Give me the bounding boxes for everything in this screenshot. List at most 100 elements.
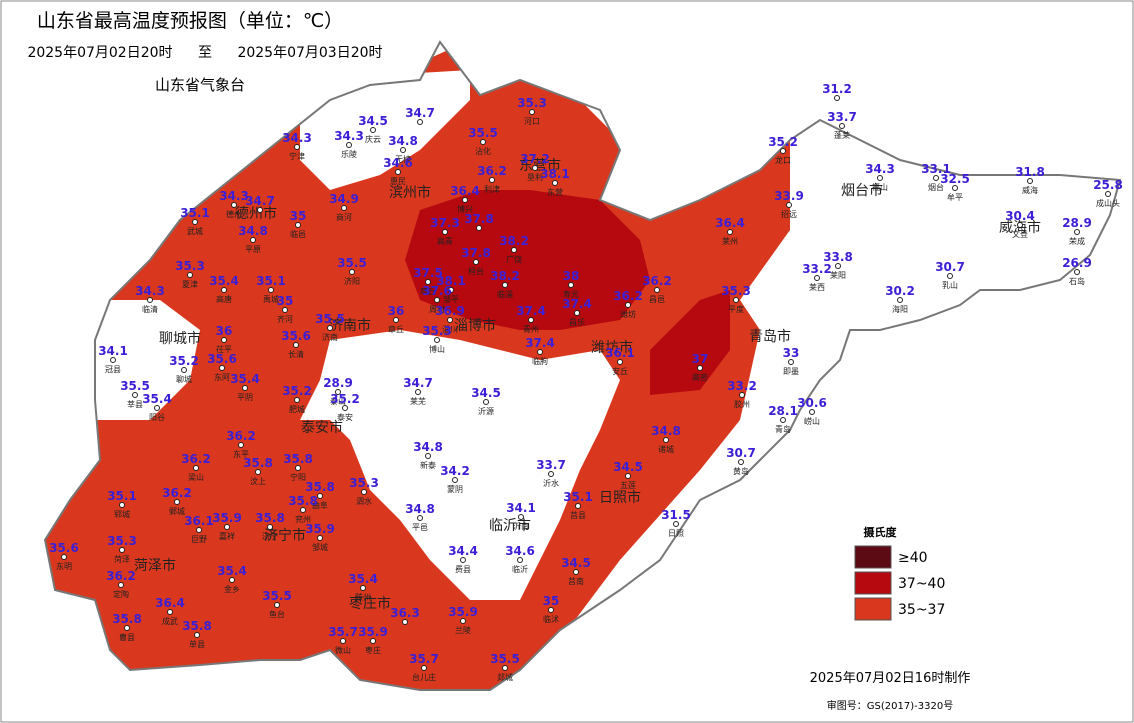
station-value: 35.8 [305,480,335,494]
station-dot [788,359,794,365]
approval-no: 审图号：GS(2017)-3320号 [827,699,953,712]
station-value: 35.8 [243,456,273,470]
station-name: 微山 [335,645,351,655]
made-time: 2025年07月02日16时制作 [810,671,971,686]
station-dot [476,225,482,231]
station-dot [780,148,786,154]
station-name: 莒县 [570,510,586,520]
station-name: 东平 [233,449,249,459]
station-name: 单县 [189,639,205,649]
station-name: 利津 [484,184,500,194]
station-value: 34.5 [358,114,388,128]
station-value: 35.8 [182,619,212,633]
station-name: 淄川 [442,324,458,334]
station-value: 30.4 [1005,209,1035,223]
station-dot [167,609,173,615]
station-value: 34.3 [282,131,312,145]
station-value: 34.8 [238,224,268,238]
station-value: 34.3 [219,189,249,203]
station-name: 乳山 [942,280,958,290]
station-name: 德州 [226,209,242,219]
station-value: 34.8 [388,134,418,148]
station-name: 曲阜 [312,500,328,510]
station-value: 35.1 [256,274,286,288]
station-dot [947,273,953,279]
station-value: 34.6 [383,156,413,170]
station-value: 36.4 [155,596,185,610]
agency: 山东省气象台 [155,76,245,94]
station-dot [360,585,366,591]
station-name: 济南 [322,332,338,342]
station-dot [415,389,421,395]
station-dot [346,142,352,148]
station-name: 商河 [336,212,352,222]
station-name: 泗水 [356,496,372,506]
station-name: 梁山 [188,472,204,482]
station-value: 33.7 [536,458,566,472]
station-value: 34.4 [448,544,478,558]
station-name: 宁津 [289,151,305,161]
station-name: 青岛 [775,424,791,434]
station-name: 惠民 [390,176,406,186]
station-dot [192,219,198,225]
station-name: 平邑 [412,523,428,532]
station-dot [317,535,323,541]
station-name: 武城 [187,226,203,236]
station-value: 38.1 [436,274,466,288]
station-value: 36.9 [435,304,465,318]
station-name: 夏津 [182,279,198,289]
station-value: 35.2 [768,135,798,149]
station-value: 35.6 [281,329,311,343]
station-value: 35.2 [169,354,199,368]
station-name: 郯城 [497,672,513,682]
station-name: 冠县 [105,365,121,374]
station-value: 35.3 [349,476,379,490]
station-dot [502,665,508,671]
station-name: 鄄城 [169,507,185,516]
station-value: 30.6 [797,396,827,410]
station-dot [400,147,406,153]
station-name: 博山 [429,344,445,354]
station-value: 37.4 [562,297,592,311]
station-value: 35.5 [490,652,520,666]
station-value: 33.7 [827,110,857,124]
station-value: 35.3 [517,96,547,110]
station-dot [242,385,248,391]
station-dot [267,524,273,530]
station-value: 33.1 [921,162,951,176]
station-dot [293,342,299,348]
station-name: 高青 [437,236,453,246]
station-name: 禹城 [263,295,279,304]
station-value: 34.7 [245,194,275,208]
station-dot [118,582,124,588]
temperature-areas [45,42,790,690]
station-dot [294,144,300,150]
city-name: 济南市 [329,317,371,334]
station-dot [897,297,903,303]
station-name: 乐陵 [341,149,357,159]
station-dot [1017,222,1023,228]
station-dot [697,365,703,371]
station-dot [196,527,202,533]
station-name: 五莲 [620,480,636,490]
station-name: 荣成 [1069,236,1085,246]
station-value: 34.2 [440,464,470,478]
station-name: 东明 [56,561,72,571]
station-dot [370,127,376,133]
station-name: 昌邑 [649,295,665,304]
station-dot [341,205,347,211]
station-value: 34.8 [413,440,443,454]
station-name: 金乡 [224,584,240,594]
station-name: 牟平 [947,192,963,202]
station-name: 沂南 [513,521,529,531]
station-dot [473,259,479,265]
city-name: 菏泽市 [134,557,176,574]
station-name: 曹县 [119,632,135,642]
station-name: 福山 [872,182,888,192]
station-name: 崂山 [804,416,820,426]
station-name: 高密 [692,372,708,382]
station-dot [154,405,160,411]
station-dot [194,632,200,638]
station-value: 35.2 [330,392,360,406]
